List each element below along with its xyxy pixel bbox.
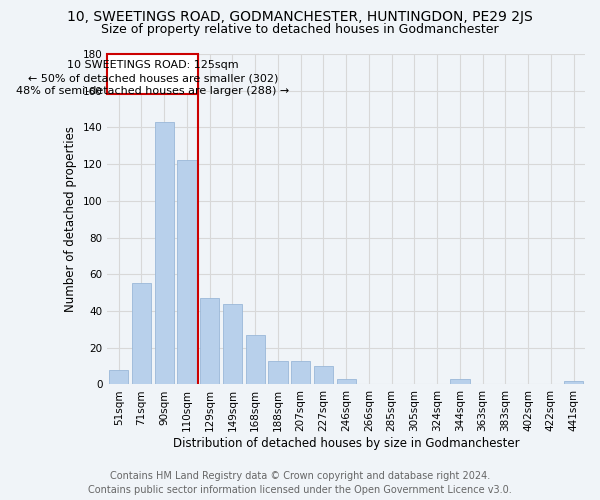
Bar <box>107 54 199 94</box>
Bar <box>245 335 265 384</box>
Text: 10 SWEETINGS ROAD: 125sqm: 10 SWEETINGS ROAD: 125sqm <box>67 60 239 70</box>
Bar <box>155 122 174 384</box>
Bar <box>109 370 128 384</box>
Text: Contains HM Land Registry data © Crown copyright and database right 2024.
Contai: Contains HM Land Registry data © Crown c… <box>88 471 512 495</box>
X-axis label: Distribution of detached houses by size in Godmanchester: Distribution of detached houses by size … <box>173 437 520 450</box>
Bar <box>291 360 310 384</box>
Text: 48% of semi-detached houses are larger (288) →: 48% of semi-detached houses are larger (… <box>16 86 289 96</box>
Y-axis label: Number of detached properties: Number of detached properties <box>64 126 77 312</box>
Bar <box>268 360 287 384</box>
Text: ← 50% of detached houses are smaller (302): ← 50% of detached houses are smaller (30… <box>28 74 278 84</box>
Text: Size of property relative to detached houses in Godmanchester: Size of property relative to detached ho… <box>101 22 499 36</box>
Bar <box>177 160 197 384</box>
Bar <box>223 304 242 384</box>
Bar <box>450 379 470 384</box>
Bar <box>337 379 356 384</box>
Bar <box>200 298 220 384</box>
Text: 10, SWEETINGS ROAD, GODMANCHESTER, HUNTINGDON, PE29 2JS: 10, SWEETINGS ROAD, GODMANCHESTER, HUNTI… <box>67 10 533 24</box>
Bar <box>564 381 583 384</box>
Bar <box>314 366 333 384</box>
Bar <box>132 284 151 384</box>
